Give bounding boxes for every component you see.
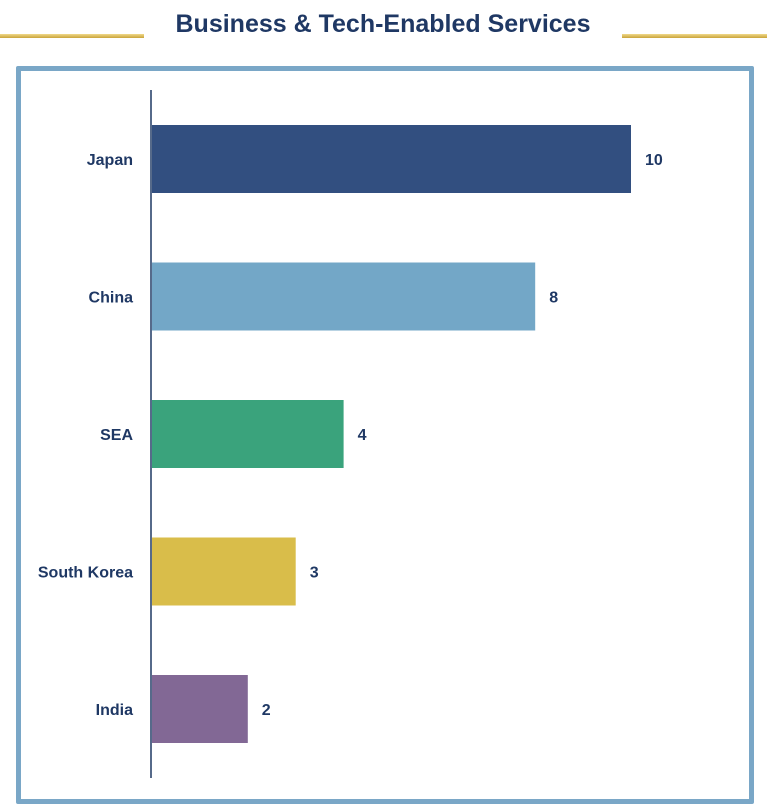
header: Business & Tech-Enabled Services	[0, 0, 767, 60]
category-label: Japan	[87, 152, 133, 169]
data-label: 10	[645, 152, 663, 169]
category-label: SEA	[100, 427, 133, 444]
header-rule-left	[0, 34, 144, 38]
bar-south-korea	[152, 537, 296, 606]
chart-title: Business & Tech-Enabled Services	[175, 9, 591, 38]
bar-china	[152, 262, 536, 331]
bar-sea	[152, 400, 344, 468]
data-label: 8	[549, 290, 558, 307]
bar-india	[152, 675, 248, 743]
header-rule-right	[622, 34, 767, 38]
category-label: India	[96, 702, 133, 719]
data-label: 3	[310, 565, 319, 582]
category-label: China	[89, 290, 134, 307]
data-label: 2	[262, 702, 271, 719]
bar-japan	[152, 125, 631, 193]
data-label: 4	[358, 427, 367, 444]
category-label: South Korea	[38, 565, 133, 582]
